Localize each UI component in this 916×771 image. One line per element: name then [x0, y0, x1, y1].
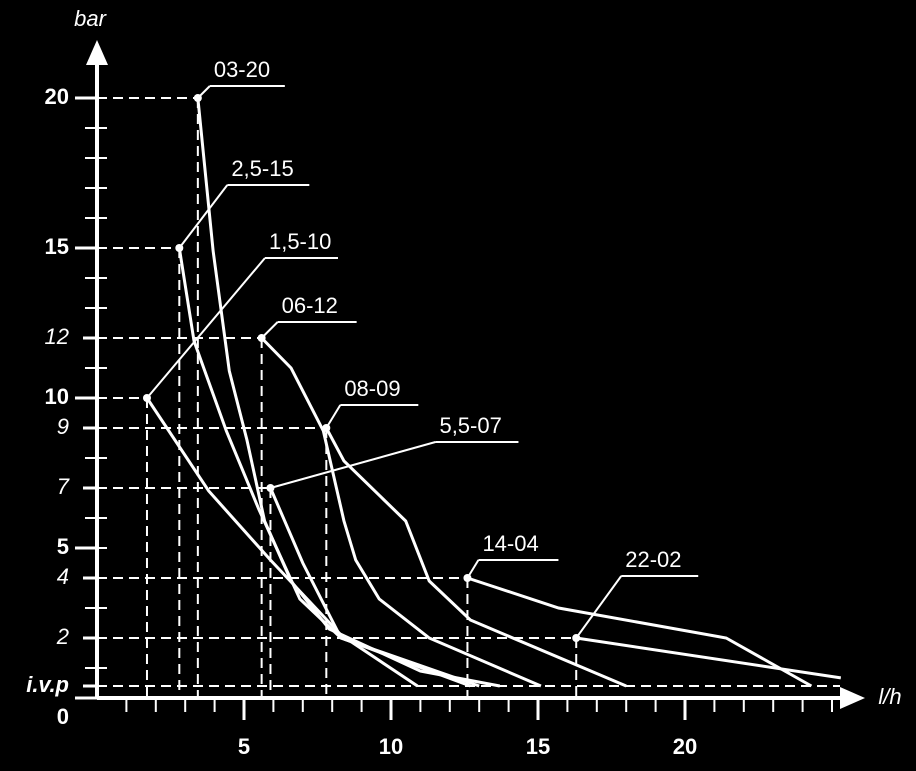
leader — [270, 441, 436, 489]
y-tick-label: 0 — [57, 704, 69, 729]
leader — [575, 575, 623, 639]
x-axis-title: l/h — [878, 684, 901, 709]
leader — [466, 559, 480, 579]
y-tick-label: 12 — [45, 324, 69, 349]
x-tick-label: 5 — [238, 734, 250, 759]
y-tick-label: 20 — [45, 84, 69, 109]
curve — [260, 336, 542, 688]
curve — [466, 576, 813, 688]
y-tick-label: 10 — [45, 384, 69, 409]
x-tick-label: 15 — [526, 734, 550, 759]
series-label: 22-02 — [625, 547, 681, 572]
y-tick-label: 5 — [57, 534, 69, 559]
y-tick-label: 15 — [45, 234, 69, 259]
x-tick-label: 20 — [673, 734, 697, 759]
x-axis-arrow — [840, 687, 865, 709]
x-tick-label: 10 — [379, 734, 403, 759]
y-tick-label: 7 — [57, 474, 70, 499]
y-tick-label: i.v.p — [26, 672, 69, 697]
y-axis-title: bar — [74, 6, 107, 31]
curve — [324, 427, 627, 688]
series-label: 08-09 — [344, 376, 400, 401]
y-tick-label: 4 — [57, 564, 69, 589]
y-tick-label: 9 — [57, 414, 69, 439]
series-label: 2,5-15 — [231, 156, 293, 181]
series-label: 1,5-10 — [269, 229, 331, 254]
series-label: 5,5-07 — [439, 413, 501, 438]
leader — [178, 184, 229, 249]
leader — [325, 404, 342, 429]
leader — [197, 85, 211, 99]
leader — [146, 257, 266, 399]
series-label: 03-20 — [214, 57, 270, 82]
curve — [575, 636, 842, 680]
y-tick-label: 2 — [56, 624, 69, 649]
y-axis-arrow — [86, 40, 108, 65]
series-label: 06-12 — [282, 293, 338, 318]
curve — [269, 487, 480, 688]
leader — [260, 321, 279, 339]
curve — [145, 397, 419, 688]
series-label: 14-04 — [482, 531, 538, 556]
